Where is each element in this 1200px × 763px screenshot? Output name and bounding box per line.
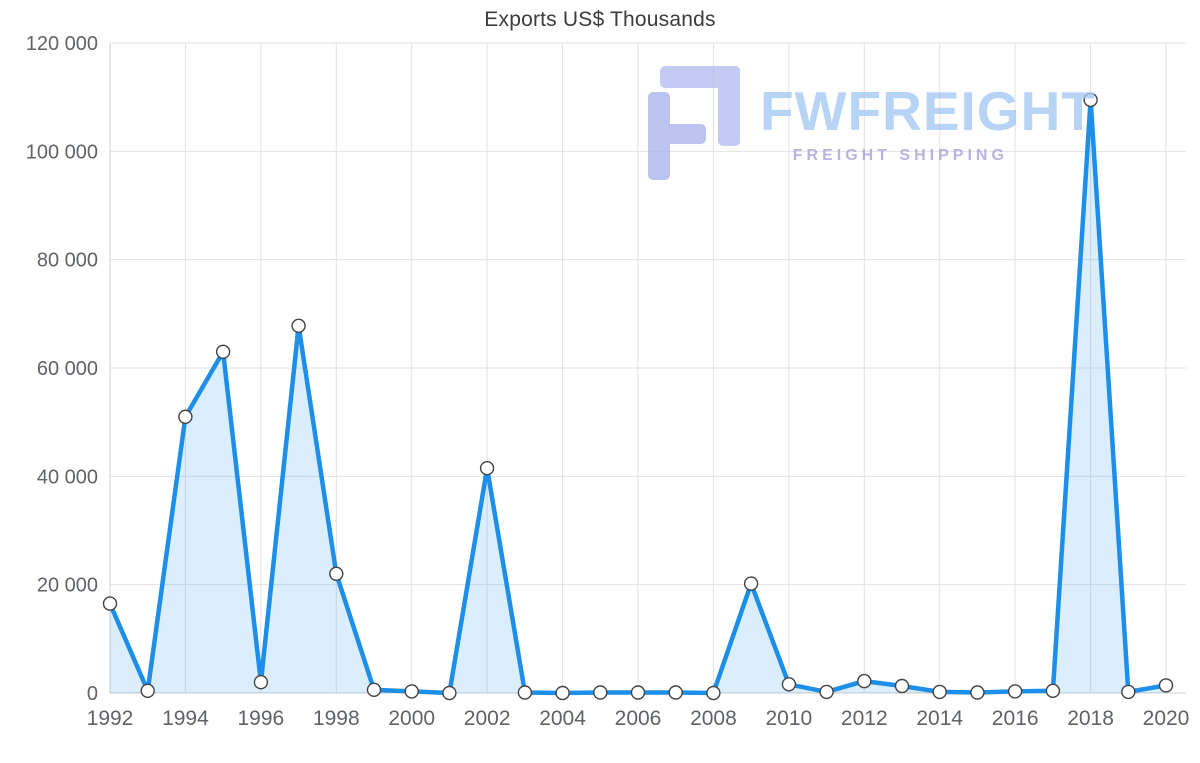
x-tick-label: 2014 bbox=[916, 707, 963, 730]
data-point-marker bbox=[1083, 92, 1098, 108]
data-point-marker bbox=[743, 576, 759, 591]
data-point-marker bbox=[1158, 678, 1174, 693]
data-point-marker bbox=[1007, 684, 1023, 699]
data-point-marker bbox=[329, 566, 344, 581]
data-point-marker bbox=[706, 685, 721, 701]
data-point-marker bbox=[1121, 684, 1136, 700]
y-tick-label: 100 000 bbox=[26, 141, 98, 163]
x-tick-label: 2020 bbox=[1143, 707, 1190, 730]
x-tick-label: 2016 bbox=[992, 707, 1039, 730]
y-tick-label: 120 000 bbox=[26, 33, 98, 55]
data-point-marker bbox=[442, 685, 457, 701]
data-point-marker bbox=[932, 684, 947, 700]
chart-title: Exports US$ Thousands bbox=[484, 8, 716, 31]
data-point-marker bbox=[102, 596, 118, 611]
y-tick-label: 80 000 bbox=[37, 250, 98, 272]
data-point-marker bbox=[668, 685, 683, 700]
data-point-marker bbox=[1045, 683, 1061, 698]
data-point-marker bbox=[178, 409, 193, 424]
y-tick-label: 60 000 bbox=[37, 358, 98, 380]
data-point-marker bbox=[593, 685, 608, 700]
data-point-marker bbox=[366, 682, 382, 697]
data-point-marker bbox=[630, 685, 646, 700]
data-point-marker bbox=[404, 684, 419, 699]
x-tick-label: 2002 bbox=[464, 707, 511, 730]
data-point-marker bbox=[894, 678, 910, 694]
data-point-marker bbox=[517, 685, 533, 700]
data-point-marker bbox=[819, 684, 834, 700]
data-point-marker bbox=[253, 675, 269, 690]
x-tick-label: 1996 bbox=[237, 707, 284, 730]
x-tick-label: 2004 bbox=[539, 707, 586, 730]
x-tick-label: 2008 bbox=[690, 707, 737, 730]
x-tick-label: 1998 bbox=[313, 707, 360, 730]
data-point-marker bbox=[857, 673, 872, 689]
y-tick-label: 20 000 bbox=[37, 575, 98, 597]
data-point-marker bbox=[140, 683, 155, 698]
x-tick-label: 1992 bbox=[87, 707, 134, 730]
x-tick-label: 1994 bbox=[162, 707, 209, 730]
x-tick-label: 2006 bbox=[615, 707, 662, 730]
data-point-marker bbox=[291, 318, 306, 333]
x-tick-label: 2018 bbox=[1067, 707, 1114, 730]
x-tick-label: 2010 bbox=[765, 707, 812, 730]
series-area-fill bbox=[110, 99, 1166, 693]
data-point-marker bbox=[215, 344, 231, 359]
x-tick-label: 2000 bbox=[388, 707, 435, 730]
data-point-marker bbox=[781, 677, 797, 692]
y-tick-label: 40 000 bbox=[37, 466, 98, 488]
y-tick-label: 0 bbox=[87, 683, 98, 705]
data-point-marker bbox=[479, 461, 495, 476]
data-point-marker bbox=[555, 685, 570, 701]
data-point-marker bbox=[970, 685, 985, 700]
x-tick-label: 2012 bbox=[841, 707, 888, 730]
